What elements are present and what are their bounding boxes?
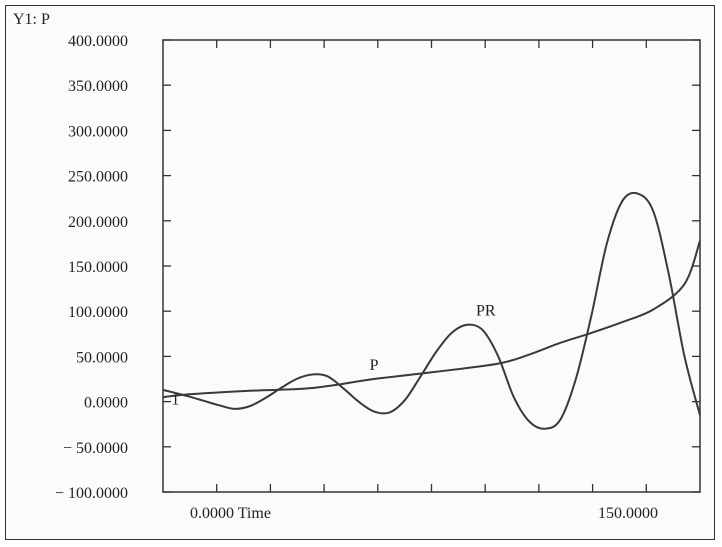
y-tick-label: 50.0000: [76, 349, 128, 366]
series-line-pr: [162, 191, 701, 430]
y-tick-label: 250.0000: [68, 169, 128, 186]
y-tick-label: 0.0000: [84, 395, 128, 412]
annotation-label: 1: [171, 391, 179, 408]
y-tick-label: 350.0000: [68, 78, 128, 95]
x-tick-label-end: 150.0000: [598, 505, 658, 522]
y-tick-label: − 100.0000: [55, 485, 128, 502]
y-tick-label: 300.0000: [68, 123, 128, 140]
chart-frame: [5, 5, 715, 540]
annotation-label: P: [370, 357, 379, 374]
y-axis-ticks: 400.0000 350.0000 300.0000 250.0000 200.0000…: [55, 33, 700, 502]
y-tick-label: − 50.0000: [63, 440, 128, 457]
annotations: P PR 1: [171, 303, 496, 409]
plot-area: [162, 39, 701, 493]
y-tick-label: 400.0000: [68, 33, 128, 50]
annotation-label: PR: [476, 303, 496, 320]
series-group: [162, 191, 701, 430]
series-line-p: [162, 240, 701, 399]
x-axis-ticks: [216, 40, 647, 492]
x-tick-label-start: 0.0000 Time: [190, 505, 271, 522]
y-tick-label: 100.0000: [68, 304, 128, 321]
chart-title: Y1: P: [13, 11, 50, 28]
y-tick-label: 200.0000: [68, 214, 128, 231]
y-tick-label: 150.0000: [68, 259, 128, 276]
